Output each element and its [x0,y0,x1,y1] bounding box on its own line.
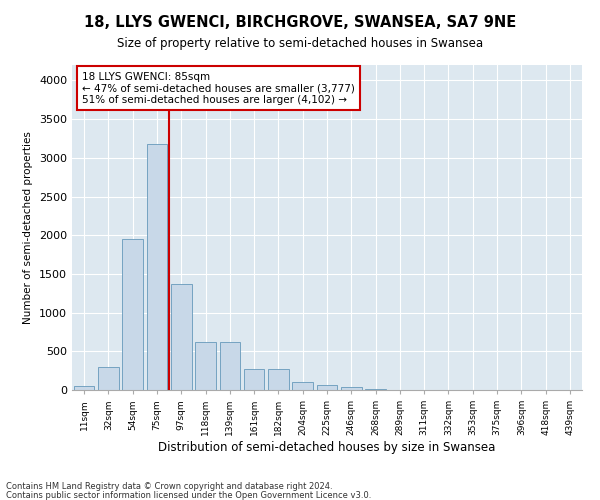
Bar [341,386,362,390]
Bar [98,367,119,390]
Text: 18 LLYS GWENCI: 85sqm
← 47% of semi-detached houses are smaller (3,777)
51% of s: 18 LLYS GWENCI: 85sqm ← 47% of semi-deta… [82,72,355,104]
Bar [195,342,216,390]
Text: Contains public sector information licensed under the Open Government Licence v3: Contains public sector information licen… [6,490,371,500]
Bar [171,284,191,390]
Bar [146,144,167,390]
X-axis label: Distribution of semi-detached houses by size in Swansea: Distribution of semi-detached houses by … [158,441,496,454]
Bar [244,369,265,390]
Y-axis label: Number of semi-detached properties: Number of semi-detached properties [23,131,34,324]
Bar [268,369,289,390]
Bar [365,389,386,390]
Bar [74,386,94,390]
Text: Contains HM Land Registry data © Crown copyright and database right 2024.: Contains HM Land Registry data © Crown c… [6,482,332,491]
Bar [317,384,337,390]
Text: Size of property relative to semi-detached houses in Swansea: Size of property relative to semi-detach… [117,38,483,51]
Bar [220,342,240,390]
Text: 18, LLYS GWENCI, BIRCHGROVE, SWANSEA, SA7 9NE: 18, LLYS GWENCI, BIRCHGROVE, SWANSEA, SA… [84,15,516,30]
Bar [292,382,313,390]
Bar [122,239,143,390]
